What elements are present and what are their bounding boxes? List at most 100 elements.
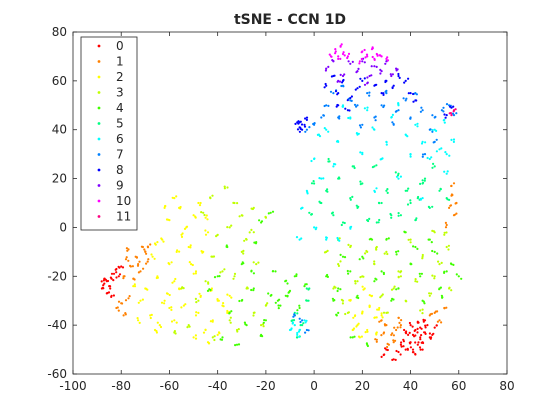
data-point xyxy=(397,250,400,253)
data-point xyxy=(330,75,333,78)
data-point xyxy=(305,299,308,302)
data-point xyxy=(383,104,386,107)
data-point xyxy=(347,311,350,314)
data-point xyxy=(423,153,427,156)
data-point xyxy=(278,298,281,301)
data-point xyxy=(420,327,423,330)
data-point xyxy=(343,221,346,225)
data-point xyxy=(339,73,342,76)
data-point xyxy=(240,250,243,253)
data-point xyxy=(364,331,367,334)
data-point xyxy=(420,272,423,275)
series-4 xyxy=(206,210,463,348)
data-point xyxy=(404,348,407,351)
data-point xyxy=(326,275,329,278)
data-point xyxy=(173,319,176,322)
data-point xyxy=(397,74,400,78)
data-point xyxy=(419,336,422,339)
data-point xyxy=(198,204,202,207)
data-point xyxy=(385,189,388,192)
data-point xyxy=(204,233,208,236)
data-point xyxy=(392,84,395,87)
y-tick-label: 20 xyxy=(52,172,67,186)
data-point xyxy=(339,288,342,291)
data-point xyxy=(421,348,424,351)
data-point xyxy=(355,105,358,108)
data-point xyxy=(368,238,371,241)
data-point xyxy=(397,276,400,279)
data-point xyxy=(323,251,327,254)
data-point xyxy=(379,296,382,299)
data-point xyxy=(213,335,216,338)
data-point xyxy=(419,110,422,113)
data-point xyxy=(232,277,235,280)
data-point xyxy=(431,249,434,253)
data-point xyxy=(386,311,389,314)
data-point xyxy=(299,126,302,129)
data-point xyxy=(386,342,389,345)
data-point xyxy=(343,256,347,259)
data-point xyxy=(233,272,237,275)
data-point xyxy=(351,60,354,64)
data-point xyxy=(385,141,388,144)
data-point xyxy=(381,157,384,160)
data-point xyxy=(223,268,226,271)
legend-label: 11 xyxy=(116,210,131,224)
data-point xyxy=(122,314,125,317)
data-point xyxy=(198,292,201,295)
y-tick-label: 80 xyxy=(52,25,67,39)
data-point xyxy=(403,81,406,84)
data-point xyxy=(409,117,412,120)
data-point xyxy=(147,258,150,261)
data-point xyxy=(204,280,207,283)
data-point xyxy=(206,289,210,292)
data-point xyxy=(334,90,338,93)
data-point xyxy=(436,320,439,323)
data-point xyxy=(110,272,114,275)
data-point xyxy=(424,324,427,327)
data-point xyxy=(308,211,311,214)
data-point xyxy=(252,231,255,234)
data-point xyxy=(376,54,379,57)
y-tick-label: 40 xyxy=(52,123,67,137)
data-point xyxy=(297,120,300,123)
data-point xyxy=(373,280,376,283)
data-point xyxy=(103,282,106,285)
data-point xyxy=(319,201,322,204)
data-point xyxy=(412,245,415,248)
legend-entry: 9 xyxy=(97,179,124,193)
data-point xyxy=(422,181,425,184)
data-point xyxy=(218,275,221,278)
data-point xyxy=(137,319,140,322)
data-point xyxy=(265,303,268,306)
legend-entry: 4 xyxy=(97,101,124,115)
data-point xyxy=(232,201,235,204)
data-point xyxy=(391,73,394,76)
data-point xyxy=(357,296,360,300)
data-point xyxy=(375,316,378,319)
data-point xyxy=(437,260,440,263)
data-point xyxy=(430,241,433,244)
data-point xyxy=(397,350,400,354)
data-point xyxy=(391,332,394,335)
data-point xyxy=(421,179,424,182)
data-point xyxy=(419,338,422,341)
data-point xyxy=(386,345,389,349)
data-point xyxy=(371,166,374,169)
data-point xyxy=(428,294,431,297)
data-point xyxy=(133,283,136,286)
data-point xyxy=(447,248,450,251)
data-point xyxy=(145,262,148,265)
data-point xyxy=(433,277,436,280)
data-point xyxy=(349,96,352,100)
x-tick-label: -20 xyxy=(256,379,276,393)
data-point xyxy=(136,317,139,320)
legend-label: 1 xyxy=(116,55,124,69)
data-point xyxy=(432,230,435,233)
data-point xyxy=(361,310,364,313)
data-point xyxy=(349,198,352,201)
data-point xyxy=(405,330,408,333)
data-point xyxy=(210,287,213,290)
data-point xyxy=(127,297,130,300)
data-point xyxy=(241,261,244,264)
